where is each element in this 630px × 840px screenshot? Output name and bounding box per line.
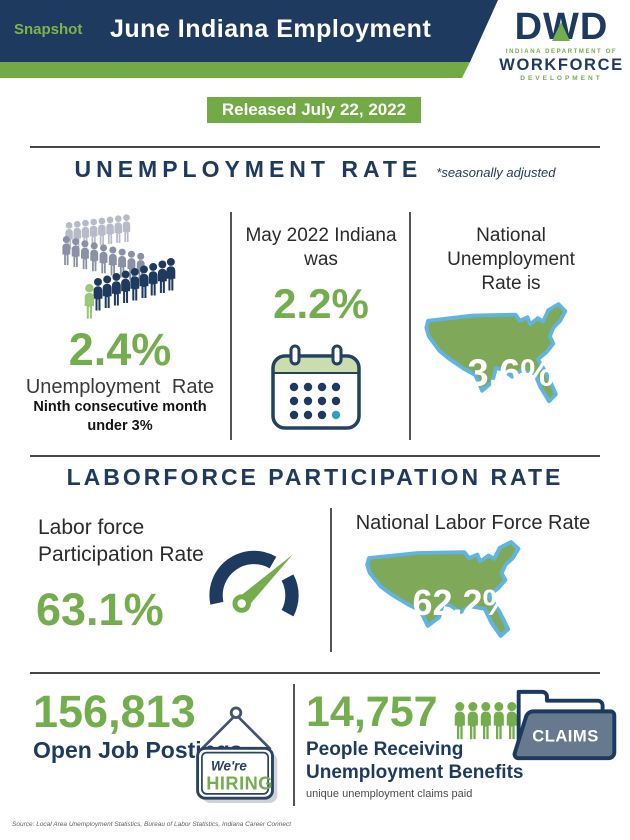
- laborforce-national-map: 62.2%: [356, 536, 580, 658]
- crowd-icon: [62, 214, 176, 319]
- benefits-subtext: unique unemployment claims paid: [306, 788, 473, 800]
- previous-month-intro: May 2022 Indiana was: [245, 225, 397, 270]
- job-postings-value: 156,813: [33, 686, 196, 737]
- column-divider-2: [409, 212, 411, 440]
- laborforce-national-label: National Labor Force Rate: [355, 512, 591, 534]
- benefits-label-line2: Unemployment Benefits: [306, 762, 524, 783]
- laborforce-heading: LABORFORCE PARTICIPATION RATE: [66, 464, 564, 490]
- unemployment-heading-row: UNEMPLOYMENT RATE *seasonally adjusted: [0, 156, 630, 183]
- claims-folder-label: CLAIMS: [532, 727, 598, 746]
- claims-folder-icon: CLAIMS: [512, 689, 617, 761]
- source-note: Source: Local Area Unemployment Statisti…: [12, 821, 292, 828]
- green-person-icon: [84, 284, 95, 319]
- laborforce-indiana-label: Labor force Participation Rate: [38, 516, 204, 566]
- usa-map-icon: [365, 540, 521, 638]
- logo-dev-line: DEVELOPMENT: [520, 74, 603, 82]
- divider-bottom: [30, 672, 600, 674]
- benefits-label-line1: People Receiving: [306, 739, 464, 760]
- national-unemployment-value: 3.6%: [467, 352, 555, 395]
- logo-dept-line: INDIANA DEPARTMENT OF: [505, 49, 618, 55]
- released-badge: Released July 22, 2022: [207, 97, 421, 123]
- laborforce-national-value: 62.2%: [412, 582, 515, 624]
- header-green-strip: [0, 62, 470, 78]
- calendar-icon: [271, 344, 361, 430]
- national-unemployment-map: 3.6%: [416, 298, 622, 424]
- laborforce-indiana-value: 63.1%: [36, 584, 164, 635]
- column-divider-4: [293, 684, 295, 806]
- hiring-sign-icon: We're HIRING: [196, 706, 278, 803]
- calendar-highlight-dot: [331, 410, 341, 420]
- benefits-value: 14,757: [306, 688, 438, 736]
- dwd-logo-triangle-icon: [552, 22, 571, 41]
- dwd-acronym: DWD: [515, 8, 609, 46]
- hiring-sign-line1: We're: [211, 758, 247, 773]
- hiring-sign-line2: HIRING: [206, 773, 273, 794]
- page-title: June Indiana Employment: [110, 15, 432, 43]
- divider-middle: [30, 455, 600, 457]
- unemployment-heading: UNEMPLOYMENT RATE: [74, 156, 423, 182]
- national-unemployment-intro: National Unemployment Rate is: [447, 225, 575, 294]
- header-bar: [0, 0, 498, 62]
- usa-map-icon: [424, 302, 568, 404]
- seasonally-adjusted-note: *seasonally adjusted: [436, 165, 556, 180]
- previous-month-value: 2.2%: [273, 280, 369, 327]
- dwd-logo: DWD INDIANA DEPARTMENT OF WORKFORCE DEVE…: [498, 8, 625, 82]
- column-divider-3: [330, 508, 332, 652]
- snapshot-label: Snapshot: [14, 21, 83, 38]
- logo-org-line: WORKFORCE: [499, 56, 624, 74]
- indiana-unemployment-label: Unemployment Rate: [25, 376, 215, 398]
- divider-top: [30, 146, 600, 148]
- indiana-unemployment-value: 2.4%: [68, 324, 172, 375]
- indiana-unemployment-subtext: Ninth consecutive month under 3%: [33, 399, 207, 434]
- gauge-icon: [209, 550, 299, 617]
- column-divider-1: [230, 212, 232, 440]
